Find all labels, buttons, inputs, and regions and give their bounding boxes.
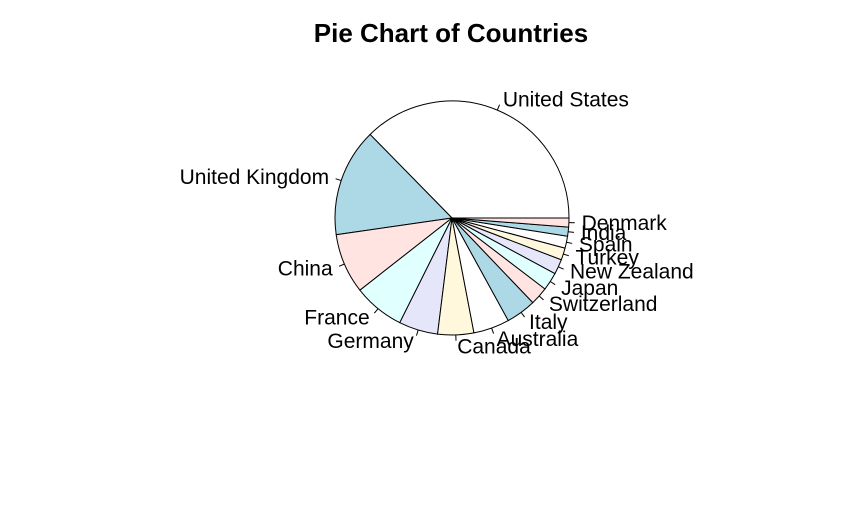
slice-label-australia: Australia [497, 328, 579, 351]
slice-label-united-states: United States [503, 88, 629, 111]
slice-label-canada: Canada [457, 336, 531, 359]
leader-united-states [496, 104, 501, 111]
leader-new-zealand [558, 266, 564, 270]
slice-label-denmark: Denmark [582, 212, 668, 235]
leader-japan [550, 281, 556, 286]
leader-australia [491, 327, 495, 334]
labels-layer: United States United Kingdom China FranceGe… [180, 88, 694, 358]
slice-label-india: India [581, 222, 627, 245]
slice-label-new-zealand: New Zealand [570, 261, 694, 284]
slice-united-kingdom [334, 133, 454, 236]
leader-italy [520, 312, 526, 318]
slice-label-germany: Germany [327, 330, 414, 353]
leader-france [373, 308, 379, 314]
leader-germany [416, 329, 419, 336]
slice-united-states [369, 100, 570, 219]
leaders-layer [335, 104, 575, 341]
slice-label-spain: Spain [579, 234, 633, 257]
slice-denmark [451, 217, 570, 228]
slice-label-japan: Japan [561, 277, 618, 300]
slice-label-switzerland: Switzerland [549, 293, 658, 316]
leader-india [568, 231, 575, 233]
chart-title: Pie Chart of Countries [314, 18, 588, 48]
leader-spain [566, 241, 573, 244]
slices-layer [334, 100, 570, 336]
leader-switzerland [538, 295, 544, 301]
slice-label-italy: Italy [529, 311, 568, 334]
leader-united-kingdom [335, 178, 342, 182]
leader-china [338, 263, 345, 267]
slice-label-united-kingdom: United Kingdom [180, 166, 329, 189]
slice-label-turkey: Turkey [575, 247, 639, 270]
leader-turkey [563, 253, 570, 257]
slice-label-china: China [278, 258, 333, 281]
slice-label-france: France [304, 307, 369, 330]
